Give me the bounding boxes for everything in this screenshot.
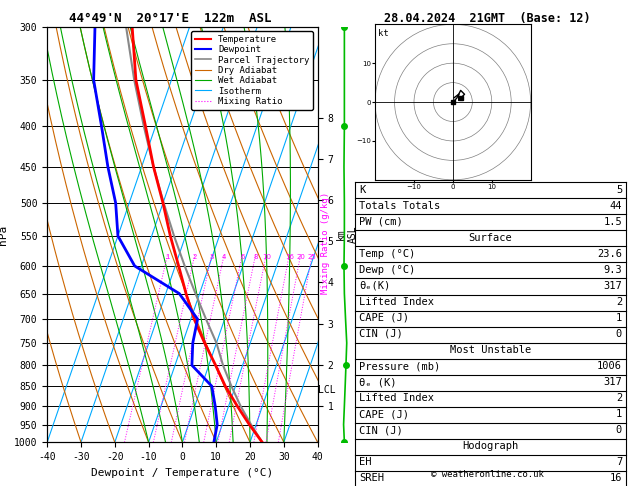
Text: 317: 317	[603, 281, 622, 291]
Text: 3: 3	[209, 254, 214, 260]
Text: Most Unstable: Most Unstable	[450, 345, 532, 355]
Text: Hodograph: Hodograph	[462, 441, 519, 451]
Text: Dewp (°C): Dewp (°C)	[359, 265, 415, 275]
Text: 5: 5	[616, 185, 622, 195]
Text: 2: 2	[192, 254, 197, 260]
Text: PW (cm): PW (cm)	[359, 217, 403, 227]
Text: CAPE (J): CAPE (J)	[359, 409, 409, 419]
Text: CAPE (J): CAPE (J)	[359, 313, 409, 323]
Text: 0: 0	[616, 329, 622, 339]
Y-axis label: km
ASL: km ASL	[336, 226, 358, 243]
Text: 10: 10	[262, 254, 270, 260]
Text: 2: 2	[616, 297, 622, 307]
Text: CIN (J): CIN (J)	[359, 425, 403, 435]
Text: Lifted Index: Lifted Index	[359, 297, 434, 307]
Text: 25: 25	[308, 254, 316, 260]
X-axis label: Dewpoint / Temperature (°C): Dewpoint / Temperature (°C)	[91, 468, 274, 478]
Text: 16: 16	[610, 473, 622, 484]
Text: 1: 1	[165, 254, 170, 260]
Text: 0: 0	[616, 425, 622, 435]
Text: 1006: 1006	[597, 361, 622, 371]
Text: 1: 1	[616, 313, 622, 323]
Text: EH: EH	[359, 457, 372, 468]
Text: 2: 2	[616, 393, 622, 403]
Y-axis label: hPa: hPa	[0, 225, 8, 244]
Text: 6: 6	[240, 254, 245, 260]
Text: 4: 4	[222, 254, 226, 260]
Text: 44°49'N  20°17'E  122m  ASL: 44°49'N 20°17'E 122m ASL	[69, 12, 271, 25]
Text: 20: 20	[296, 254, 305, 260]
Text: θₑ(K): θₑ(K)	[359, 281, 391, 291]
Text: Temp (°C): Temp (°C)	[359, 249, 415, 259]
Text: 317: 317	[603, 377, 622, 387]
Text: 1: 1	[616, 409, 622, 419]
Text: 9.3: 9.3	[603, 265, 622, 275]
Text: Lifted Index: Lifted Index	[359, 393, 434, 403]
Text: 44: 44	[610, 201, 622, 211]
Text: 16: 16	[285, 254, 294, 260]
Text: CIN (J): CIN (J)	[359, 329, 403, 339]
Text: kt: kt	[378, 29, 389, 38]
Text: Totals Totals: Totals Totals	[359, 201, 440, 211]
Legend: Temperature, Dewpoint, Parcel Trajectory, Dry Adiabat, Wet Adiabat, Isotherm, Mi: Temperature, Dewpoint, Parcel Trajectory…	[191, 31, 313, 109]
Text: © weatheronline.co.uk: © weatheronline.co.uk	[431, 469, 544, 479]
Text: LCL: LCL	[318, 385, 335, 395]
Text: Mixing Ratio (g/kg): Mixing Ratio (g/kg)	[321, 192, 330, 294]
Text: 7: 7	[616, 457, 622, 468]
Text: 23.6: 23.6	[597, 249, 622, 259]
Text: 8: 8	[253, 254, 258, 260]
Text: 1.5: 1.5	[603, 217, 622, 227]
Text: K: K	[359, 185, 365, 195]
Text: 28.04.2024  21GMT  (Base: 12): 28.04.2024 21GMT (Base: 12)	[384, 12, 591, 25]
Text: θₑ (K): θₑ (K)	[359, 377, 397, 387]
Text: Surface: Surface	[469, 233, 513, 243]
Text: Pressure (mb): Pressure (mb)	[359, 361, 440, 371]
Text: SREH: SREH	[359, 473, 384, 484]
